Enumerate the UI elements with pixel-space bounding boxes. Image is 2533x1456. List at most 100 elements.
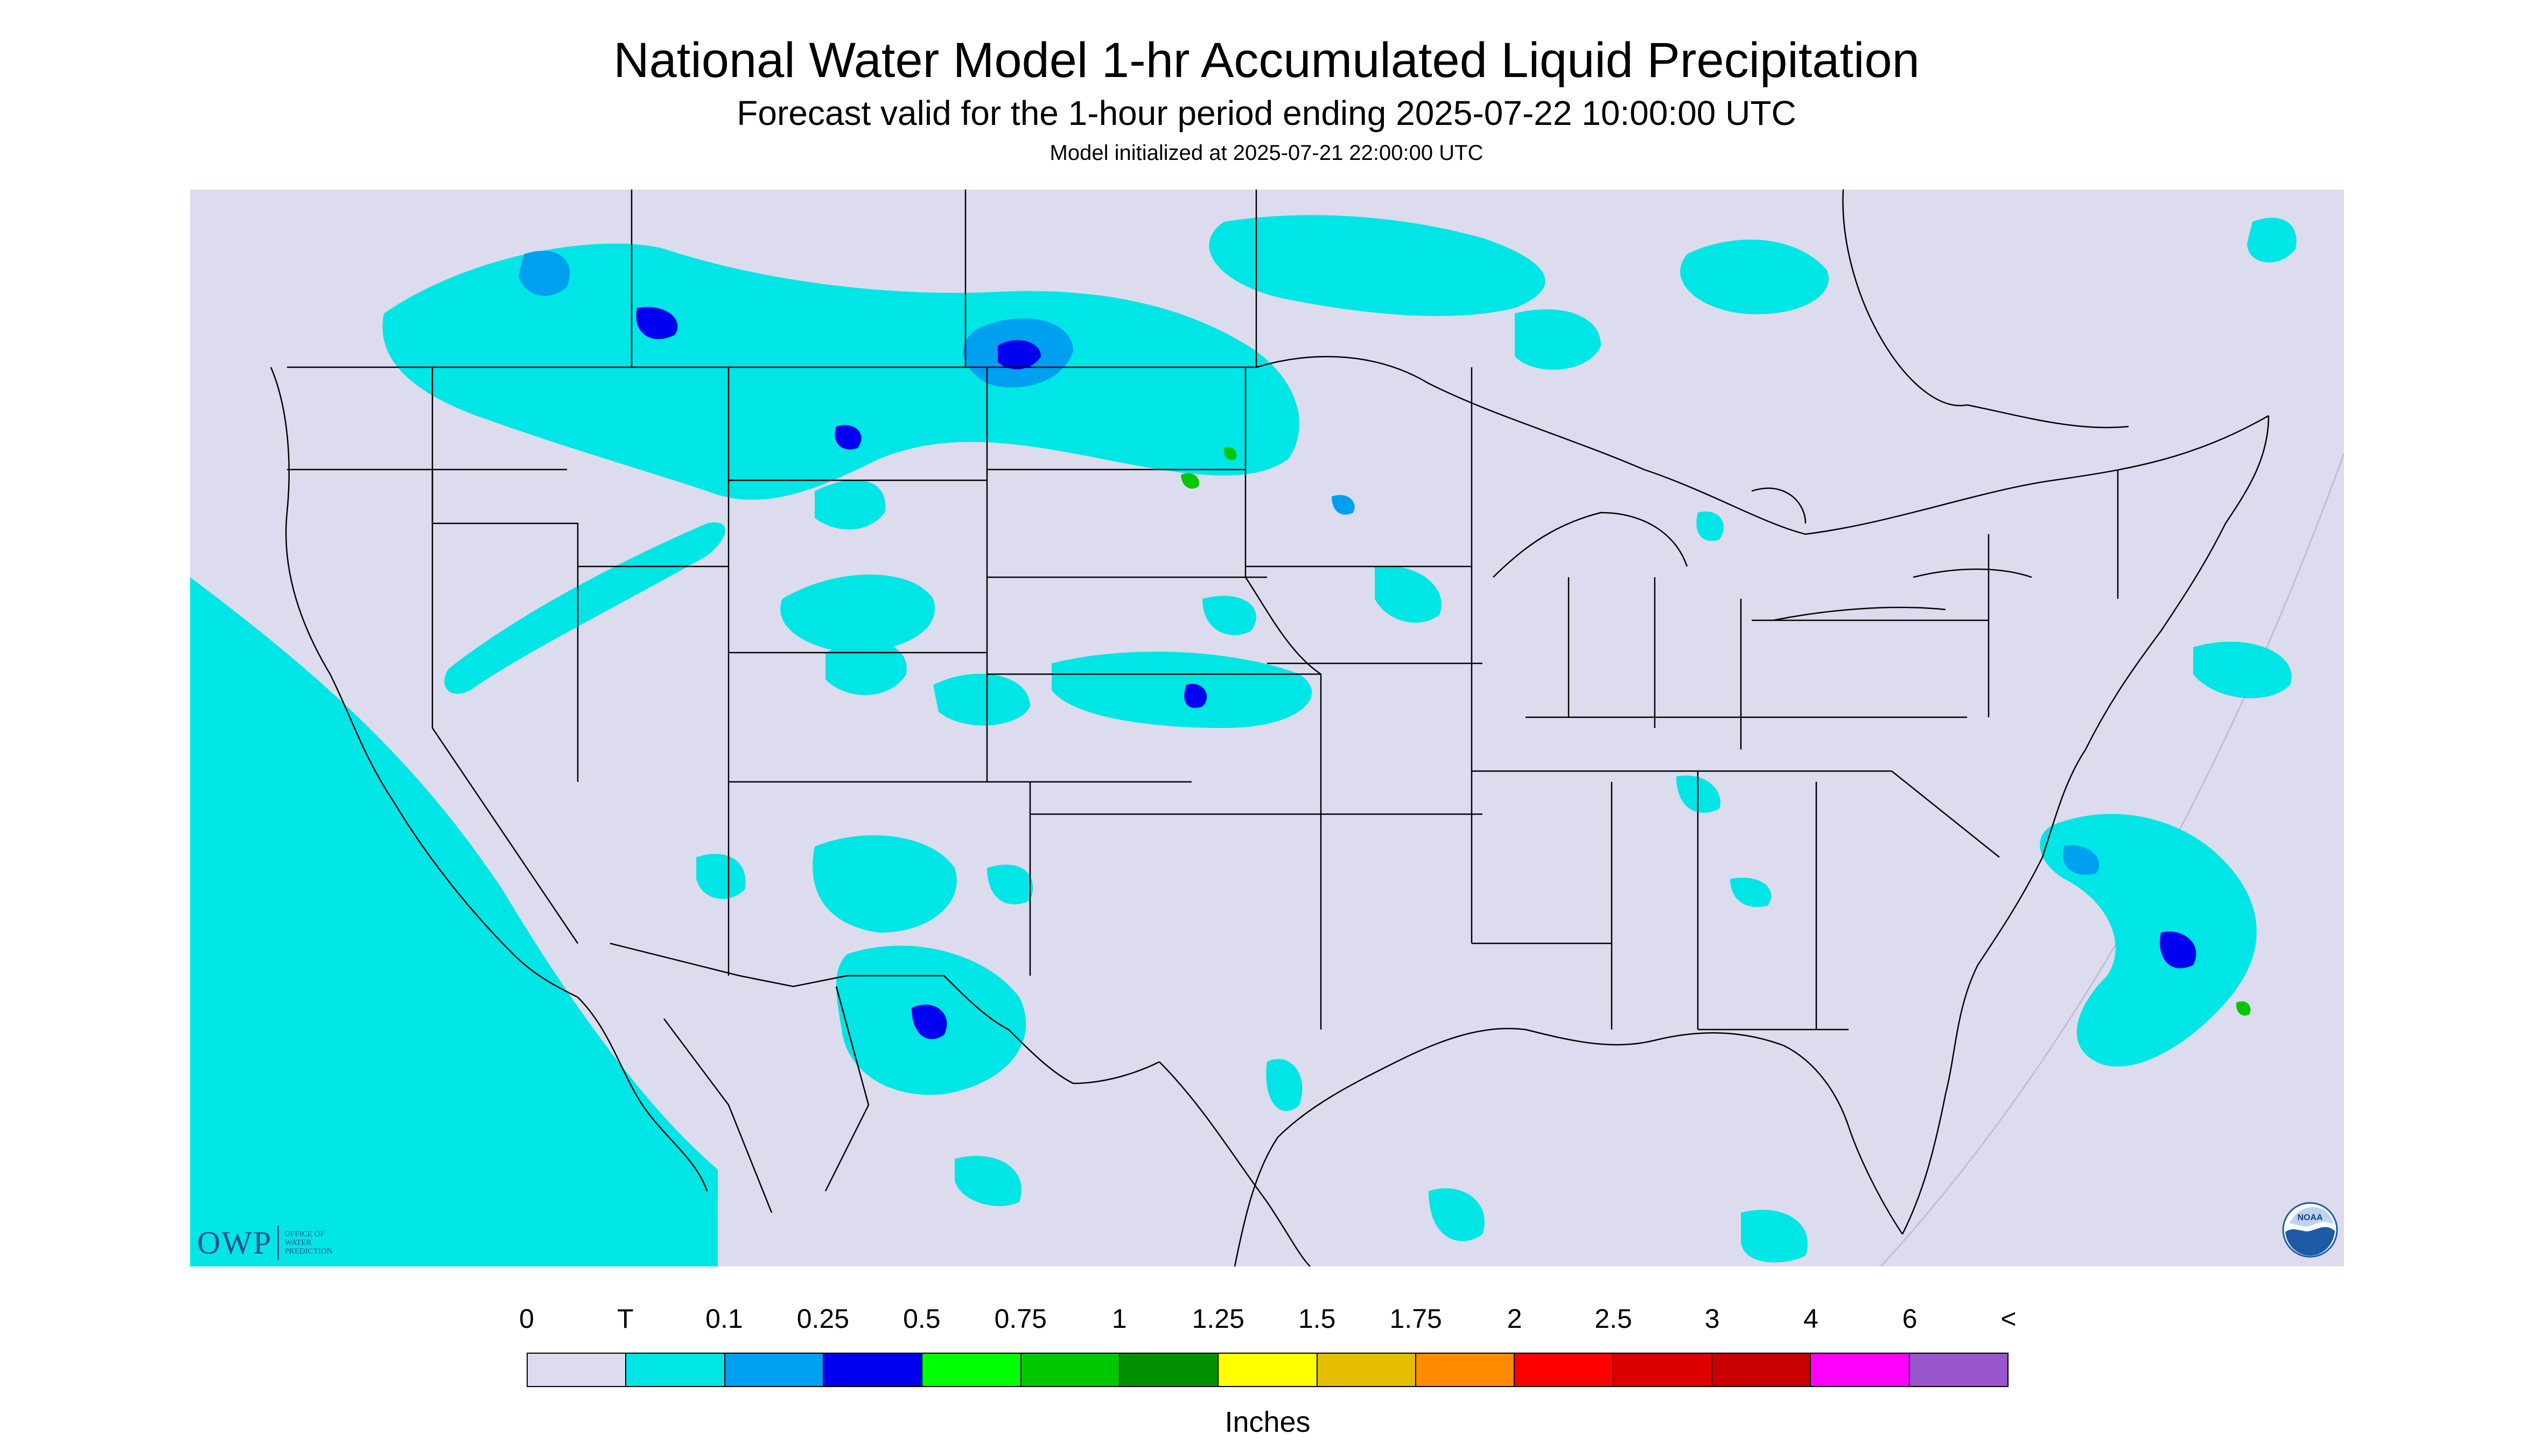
precip-area-iowa (1375, 565, 1442, 623)
us-mexico-border (610, 942, 1160, 1084)
legend-tick-label: 1 (1111, 1304, 1127, 1334)
legend-color-bin (922, 1354, 1021, 1386)
precip-area-gulf-west (1266, 1059, 1303, 1111)
legend-units-label: Inches (1224, 1406, 1311, 1438)
border-mexico-tamaulipas (1159, 1061, 1311, 1266)
precip-area-texas-panhandle (987, 864, 1033, 905)
precip-area-upper-midwest-north (1515, 309, 1601, 370)
border-mexico-sonora (663, 1018, 773, 1213)
owp-logo-divider (277, 1226, 279, 1260)
precip-area-new-mexico (813, 835, 957, 933)
precip-area-michigan (1696, 512, 1724, 541)
legend-tick-label: 0.75 (994, 1304, 1047, 1334)
lake-erie-shore (1773, 606, 1946, 621)
legend-tick-label: 1.25 (1192, 1304, 1244, 1334)
precip-area-arizona (696, 853, 746, 899)
legend-tick-label: 2 (1507, 1304, 1522, 1334)
gulf-coastline (1234, 1027, 1904, 1266)
legend-tick-label: 0.1 (705, 1304, 743, 1334)
legend-tick-label: 1.5 (1298, 1304, 1336, 1334)
precip-heavy-chihuahua (912, 1004, 947, 1039)
great-lakes-border (1256, 356, 2269, 535)
noaa-logo-text: NOAA (2297, 1213, 2323, 1222)
legend-color-bin (1416, 1354, 1515, 1386)
noaa-logo: NOAA (2282, 1202, 2338, 1258)
precip-area-new-england-offshore (2193, 641, 2292, 698)
border-quebec (1967, 404, 2129, 429)
precip-cell-minnesota-west (1223, 447, 1237, 460)
legend-color-bin (1712, 1354, 1811, 1386)
precip-heavy-offshore (2160, 932, 2196, 969)
legend-color-bin (1317, 1354, 1416, 1386)
west-edge-coverage (190, 577, 718, 1266)
precip-area-caribbean (1741, 1209, 1808, 1263)
chart-title: National Water Model 1-hr Accumulated Li… (613, 33, 1920, 88)
border-quebec-ontario (1842, 190, 1968, 407)
east-domain-edge (1881, 453, 2344, 1266)
legend-color-bin (725, 1354, 824, 1386)
legend-tick-labels: 0 T 0.1 0.25 0.5 0.75 1 1.25 1.5 1.75 2 2.5 3 4 6 < (519, 1304, 2017, 1335)
precipitation-map[interactable] (190, 190, 2344, 1266)
precip-moderate-nc-offshore (2063, 845, 2100, 875)
precip-area-labrador (2247, 218, 2297, 263)
precip-heavy-kansas (1184, 684, 1207, 708)
precip-area-nebraska (1202, 596, 1256, 635)
legend-color-bin (1021, 1354, 1120, 1386)
precip-band-great-basin (444, 522, 725, 694)
precip-heavy-montana (636, 307, 678, 339)
precip-area-carolina-offshore (2040, 814, 2257, 1067)
border-mn-ia-mo (1244, 367, 1322, 814)
precip-heavier-cells (1181, 447, 2251, 1016)
precip-area-georgia (1730, 878, 1772, 907)
legend-tick-label: < (2000, 1304, 2017, 1334)
legend-tick-label: 4 (1803, 1304, 1818, 1334)
legend-color-bin (528, 1354, 627, 1386)
lake-huron-shore (1751, 487, 1807, 524)
legend-color-bin (1811, 1354, 1910, 1386)
border-nv-ut (432, 522, 579, 782)
owp-logo: OWP OFFICE OF WATER PREDICTION (197, 1221, 333, 1264)
precip-area-north-rockies (382, 243, 1299, 500)
legend-color-bin (1613, 1354, 1712, 1386)
precip-moderate-minnesota (1332, 495, 1355, 515)
forecast-valid-subtitle: Forecast valid for the 1-hour period end… (737, 94, 1796, 132)
legend-tick-label: 0.5 (903, 1304, 941, 1334)
precip-area-mexico-central (955, 1156, 1021, 1206)
legend-tick-label: T (617, 1304, 634, 1334)
precip-cell-offshore (2236, 1001, 2251, 1016)
legend-tick-label: 3 (1704, 1304, 1720, 1334)
precip-heavy-montana-east (835, 425, 862, 450)
legend-color-bin (1909, 1354, 2007, 1386)
legend-color-bin (1219, 1354, 1318, 1386)
precip-area-idaho (815, 480, 886, 530)
legend-tick-label: 0 (519, 1304, 534, 1334)
legend-color-bin (626, 1354, 725, 1386)
precipitation-legend: 0 T 0.1 0.25 0.5 0.75 1 1.25 1.5 1.75 2 2.5 3 4 6 < Inc… (519, 1304, 2017, 1438)
political-boundaries (270, 190, 2270, 1266)
precip-area-colorado-east (933, 674, 1030, 726)
precip-heavy-north-dakota (998, 340, 1041, 369)
owp-logo-subtext: OFFICE OF WATER PREDICTION (284, 1230, 333, 1256)
baja-coastline (577, 997, 708, 1192)
legend-tick-label: 0.25 (796, 1304, 850, 1334)
precip-area-gulf-south (1429, 1188, 1485, 1242)
east-coastline (1901, 415, 2270, 1235)
border-mexico-chihuahua (824, 986, 870, 1192)
border-nc-sc (1891, 771, 2000, 858)
west-coastline (270, 367, 578, 998)
model-init-time: Model initialized at 2025-07-21 22:00:00… (1049, 141, 1484, 165)
legend-tick-label: 6 (1902, 1304, 1918, 1334)
legend-color-bar (527, 1353, 2009, 1387)
precip-area-quebec-north (1680, 239, 1829, 314)
legend-color-bin (823, 1354, 923, 1386)
lake-michigan-shore (1493, 512, 1688, 578)
legend-color-bin (1119, 1354, 1219, 1386)
owp-logo-letters: OWP (197, 1225, 272, 1261)
precip-area-kansas (1052, 652, 1312, 728)
border-ca-nv (431, 470, 579, 944)
precip-area-ontario-north (1209, 215, 1545, 316)
precip-area-colorado-north (825, 641, 907, 695)
precip-cell-south-dakota (1181, 473, 1199, 489)
precip-moderate-montana-nw (519, 250, 570, 296)
legend-color-bin (1515, 1354, 1614, 1386)
